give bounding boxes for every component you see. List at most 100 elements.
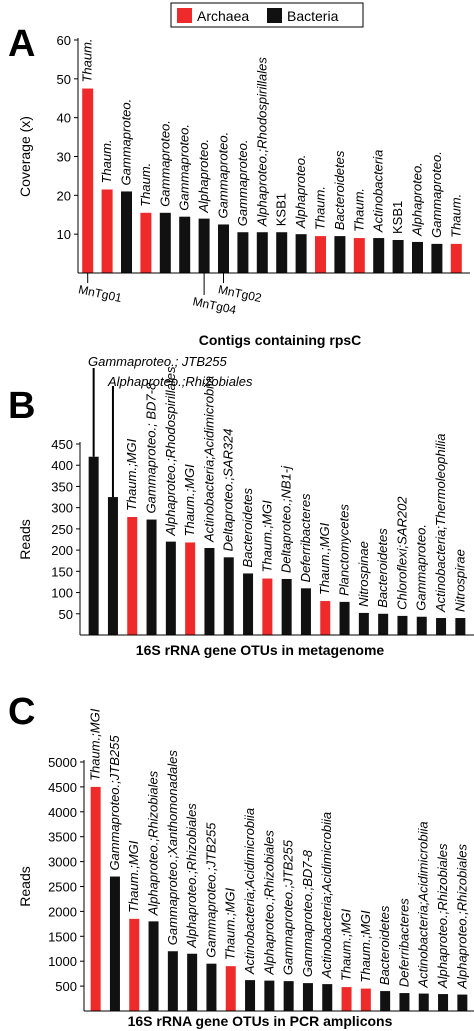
y-tick-label: 350 <box>51 479 73 494</box>
bar <box>418 993 429 1011</box>
category-label: Thaum.;MGI <box>182 464 197 537</box>
category-label: Gammaproteo.; JTB255 <box>88 354 227 369</box>
category-label: Nitrospirae <box>452 549 467 612</box>
legend: Archaea Bacteria <box>170 2 364 28</box>
bar <box>159 212 171 273</box>
bar <box>148 921 159 1011</box>
y-tick-label: 1500 <box>48 929 77 944</box>
category-label: Thaum.;MGI <box>88 708 103 781</box>
bar <box>341 987 352 1011</box>
category-label: Bacteroidetes <box>377 905 392 985</box>
panel-letter: A <box>8 23 35 65</box>
bar <box>121 191 132 273</box>
legend-label-archaea: Archaea <box>197 8 249 24</box>
y-tick-label: 30 <box>57 150 71 165</box>
bar <box>397 615 408 635</box>
y-tick-label: 300 <box>51 501 73 516</box>
y-tick-label: 2000 <box>48 904 77 919</box>
y-tick-label: 200 <box>51 543 73 558</box>
y-tick-label: 100 <box>51 586 73 601</box>
category-label: Alphaproteo.;Rhizobiales <box>454 844 469 990</box>
y-tick-label: 20 <box>57 188 71 203</box>
bar <box>90 786 101 1011</box>
y-tick-label: 3000 <box>48 855 77 870</box>
panel-a: A 10 20 30 40 50 60 Coverage (x) Thaum. Thaum. Gam… <box>8 23 470 348</box>
category-label: Thaum.;MGI <box>339 908 354 981</box>
bar <box>431 243 443 273</box>
bar <box>358 612 369 635</box>
y-tick-label: 4500 <box>48 780 77 795</box>
bar <box>237 232 249 273</box>
y-tick-label: 150 <box>51 564 73 579</box>
category-label: Actinobacteria;Acidimicrobiia <box>416 821 431 988</box>
panel-letter: C <box>8 691 35 733</box>
category-label: Bacteroidetes <box>240 487 255 567</box>
category-label: KSB1 <box>390 201 405 234</box>
y-tick-label: 4000 <box>48 805 77 820</box>
bar <box>416 616 427 635</box>
bar <box>412 241 423 273</box>
category-label: Thaum. <box>138 163 153 207</box>
y-tick-label: 40 <box>57 111 71 126</box>
y-tick-label: 3500 <box>48 830 77 845</box>
bar-annotation: MnTg01 <box>77 282 123 305</box>
y-tick-label: 10 <box>57 227 71 242</box>
category-label: Alphaproteo.;Rhizobiales <box>261 830 276 976</box>
category-label: Actinobacteria;Acidimicrobiia <box>242 808 257 975</box>
bar <box>179 216 191 273</box>
bar <box>353 238 365 273</box>
bar <box>185 542 196 635</box>
category-label: KSB1 <box>274 193 289 226</box>
bar <box>218 224 229 273</box>
category-label: Gammaproteo.; BD7-8 <box>144 382 159 514</box>
category-label: Gammaproteo. <box>177 124 192 211</box>
category-label: Chloroflexi;SAR202 <box>394 496 409 610</box>
bar <box>107 497 118 635</box>
panel-letter: B <box>8 385 35 427</box>
category-label: Thaum.;MGI <box>223 888 238 961</box>
bar <box>165 541 176 635</box>
category-label: Alphaproteo. <box>293 154 308 229</box>
bar <box>455 618 466 635</box>
bar <box>140 212 152 273</box>
category-label: Thaum. <box>351 188 366 232</box>
bar <box>187 953 198 1011</box>
bar <box>378 613 389 635</box>
category-label: Gammaproteo. <box>414 524 429 611</box>
bar <box>82 88 94 274</box>
category-label: Gammaproteo. <box>157 120 172 207</box>
category-label: Gammaproteo. <box>429 151 444 238</box>
category-label: Gammaproteo.;JTB255 <box>281 839 296 975</box>
y-tick-label: 450 <box>51 437 73 452</box>
bar <box>167 951 178 1011</box>
category-label: Planctomycetes <box>337 504 352 596</box>
category-label: Thaum.;MGI <box>124 438 139 511</box>
category-label: Alphaproteo.;Rhizobiales <box>184 803 199 949</box>
y-tick-label: 250 <box>51 522 73 537</box>
category-label: Thaum. <box>313 186 328 230</box>
category-label: Gammaproteo.;BD7-8 <box>300 849 315 977</box>
category-label: Gammaproteo.;Xanthomonadales <box>165 750 180 946</box>
bar <box>256 232 268 273</box>
bar <box>276 232 288 273</box>
category-label: Thaum.;MGI <box>259 500 274 573</box>
bar <box>146 519 157 635</box>
category-label: Alphaproteo.;Rhodospirillales <box>254 57 269 228</box>
category-label: Alphaproteo.;Rhizobiales <box>107 374 253 389</box>
category-label: Deferribacteres <box>396 898 411 987</box>
category-label: Thaum. <box>448 194 463 238</box>
y-tick-label: 5000 <box>48 755 77 770</box>
x-axis-title: Contigs containing rpsC <box>199 332 362 348</box>
category-label: Actinobacteria;Thermoleophilia <box>433 434 448 613</box>
category-label: Alphaproteo. <box>410 162 425 237</box>
bar <box>225 966 236 1011</box>
bar <box>295 234 307 273</box>
bar <box>127 517 138 635</box>
y-axis-title: Reads <box>17 519 33 559</box>
bar <box>457 994 468 1011</box>
category-label: Alphaproteo. <box>196 139 211 214</box>
category-label: Thaum. <box>99 139 114 183</box>
y-axis-title: Coverage (x) <box>17 116 33 197</box>
category-label: Thaum.;MGI <box>358 910 373 983</box>
